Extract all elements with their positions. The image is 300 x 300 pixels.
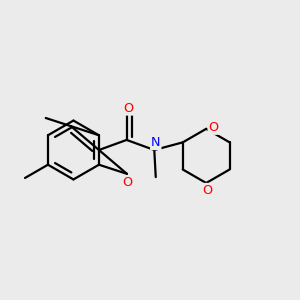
Text: O: O [123, 102, 133, 115]
Text: O: O [122, 176, 132, 189]
Text: O: O [208, 121, 219, 134]
Text: O: O [202, 184, 213, 197]
Text: N: N [151, 136, 160, 149]
